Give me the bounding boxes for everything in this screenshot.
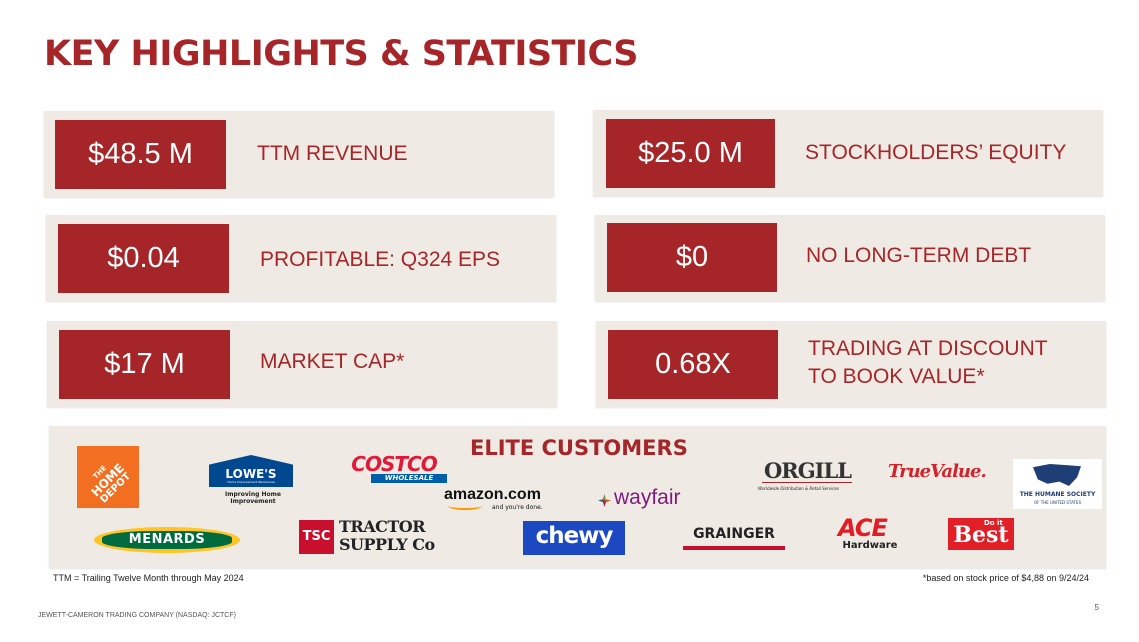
stat-value-eps: $0.04 xyxy=(58,224,229,293)
stock-price-footnote: *based on stock price of $4,88 on 9/24/2… xyxy=(922,573,1089,583)
stat-label-book-value: TRADING AT DISCOUNT TO BOOK VALUE* xyxy=(808,335,1048,391)
home-depot-logo: THE HOME DEPOT xyxy=(77,446,139,508)
usa-map-icon xyxy=(1033,464,1081,486)
lowes-logo: LOWE'S Home Improvement Warehouse Improv… xyxy=(207,455,299,505)
costco-logo: COSTCO WHOLESALE xyxy=(341,452,447,484)
stat-label-market-cap: MARKET CAP* xyxy=(260,350,405,373)
tsc-line-2: SUPPLY Co xyxy=(339,535,435,554)
lowes-tagline: Improving Home Improvement xyxy=(225,491,281,505)
book-value-line-2: TO BOOK VALUE* xyxy=(808,365,985,388)
book-value-line-1: TRADING AT DISCOUNT xyxy=(808,337,1048,360)
stat-value-market-cap: $17 M xyxy=(59,330,230,399)
orgill-logo: ORGILL Worldwide Distribution & Retail S… xyxy=(758,458,860,496)
do-it-best-small: Do it xyxy=(984,519,1003,527)
humane-society-logo: THE HUMANE SOCIETY OF THE UNITED STATES xyxy=(1013,459,1102,509)
grainger-name: GRAINGER xyxy=(693,526,775,542)
orgill-name: ORGILL xyxy=(764,458,852,483)
costco-name: COSTCO xyxy=(351,452,437,476)
amazon-name: amazon.com xyxy=(444,486,541,503)
stat-value-equity: $25.0 M xyxy=(606,119,775,188)
ace-sub: Hardware xyxy=(842,540,898,551)
orgill-tagline: Worldwide Distribution & Retail Services xyxy=(758,486,839,491)
grainger-logo: GRAINGER xyxy=(681,524,787,552)
stat-label-debt: NO LONG-TERM DEBT xyxy=(806,244,1032,267)
stat-label-revenue: TTM REVENUE xyxy=(257,142,408,165)
tsc-line-1: TRACTOR xyxy=(339,517,426,536)
costco-sub: WHOLESALE xyxy=(371,474,447,483)
humane-line-1: THE HUMANE SOCIETY xyxy=(1019,491,1096,498)
chewy-logo: chewy xyxy=(523,521,625,555)
menards-name: MENARDS xyxy=(128,532,206,547)
stat-label-eps: PROFITABLE: Q324 EPS xyxy=(260,248,501,271)
orgill-underline xyxy=(762,482,852,483)
lowes-sub: Home Improvement Warehouse xyxy=(227,480,275,484)
wayfair-name: wayfair xyxy=(614,486,681,509)
tractor-supply-logo: TSC TRACTOR SUPPLY Co xyxy=(299,517,437,556)
ace-name: ACE xyxy=(838,514,888,542)
stat-value-book-value: 0.68X xyxy=(608,330,778,399)
wayfair-pinwheel-icon xyxy=(598,494,611,507)
stat-value-debt: $0 xyxy=(607,223,777,292)
true-value-name: TrueValue. xyxy=(888,461,987,482)
tsc-badge: TSC xyxy=(299,520,334,554)
ace-hardware-logo: ACE Hardware xyxy=(836,514,904,556)
page-title: KEY HIGHLIGHTS & STATISTICS xyxy=(44,34,639,74)
do-it-best-name: Best xyxy=(953,522,1009,548)
footer-company: JEWETT-CAMERON TRADING COMPANY (NASDAQ: … xyxy=(38,612,236,619)
stat-label-equity: STOCKHOLDERS’ EQUITY xyxy=(805,141,1067,164)
grainger-stripe xyxy=(683,546,785,550)
page-number: 5 xyxy=(1094,603,1099,612)
humane-line-2: OF THE UNITED STATES xyxy=(1034,500,1081,505)
true-value-logo: TrueValue. xyxy=(888,461,990,485)
wayfair-logo: wayfair xyxy=(596,486,708,514)
menards-logo: MENARDS xyxy=(94,525,246,557)
customers-heading: ELITE CUSTOMERS xyxy=(470,436,688,460)
amazon-tagline: and you're done. xyxy=(492,504,543,511)
amazon-logo: amazon.com and you're done. xyxy=(444,486,548,514)
amazon-smile-icon xyxy=(448,502,482,510)
ttm-footnote: TTM = Trailing Twelve Month through May … xyxy=(53,573,244,583)
lowes-name: LOWE'S xyxy=(225,467,277,481)
do-it-best-logo: Do it Best xyxy=(948,518,1014,550)
stat-value-revenue: $48.5 M xyxy=(55,120,226,189)
chewy-name: chewy xyxy=(535,523,614,549)
